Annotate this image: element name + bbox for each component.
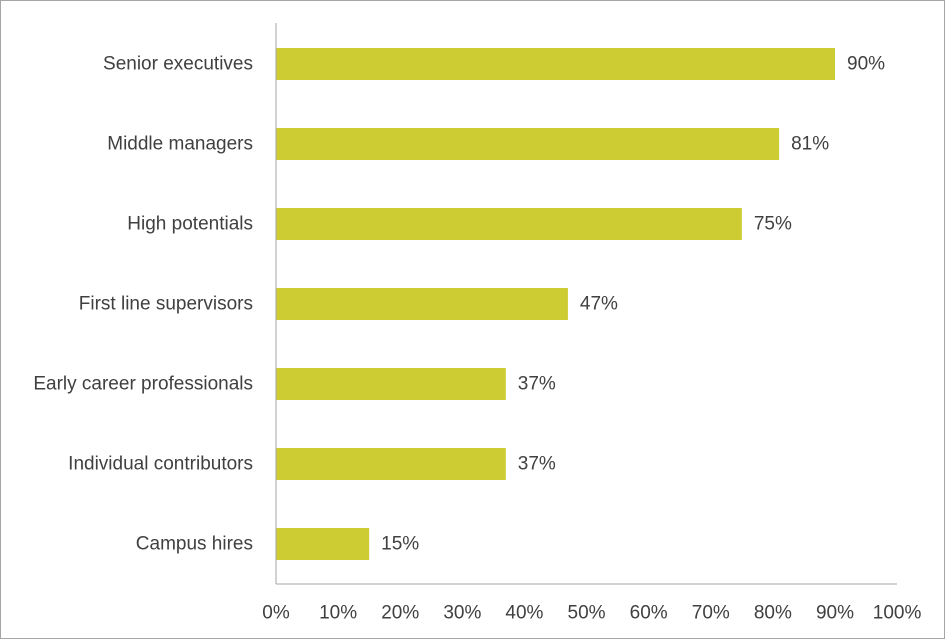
value-labels: 90% 81% 75% 47% 37% 37% 15% (381, 54, 885, 555)
value-label-0: 90% (847, 54, 885, 75)
x-tick-label-7: 70% (692, 603, 730, 624)
category-label-1: Middle managers (107, 134, 253, 155)
x-tick-label-9: 90% (816, 603, 854, 624)
bar-4 (276, 368, 506, 400)
x-tick-label-6: 60% (630, 603, 668, 624)
x-tick-label-5: 50% (568, 603, 606, 624)
value-label-5: 37% (518, 454, 556, 475)
bar-6 (276, 528, 370, 560)
value-label-1: 81% (791, 134, 829, 155)
x-tick-label-4: 40% (505, 603, 543, 624)
bar-1 (276, 128, 780, 160)
category-label-4: Early career professionals (33, 374, 253, 395)
x-tick-label-0: 0% (262, 603, 290, 624)
x-tick-label-10: 100% (873, 603, 922, 624)
category-label-6: Campus hires (136, 534, 253, 555)
x-tick-label-8: 80% (754, 603, 792, 624)
category-labels: Senior executives Middle managers High pot… (33, 54, 253, 555)
bar-2 (276, 208, 742, 240)
axes-layer (275, 23, 898, 585)
x-tick-label-3: 30% (443, 603, 481, 624)
category-label-5: Individual contributors (68, 454, 253, 475)
category-label-3: First line supervisors (79, 294, 253, 315)
value-label-6: 15% (381, 534, 419, 555)
bar-5 (276, 448, 506, 480)
bars-layer (276, 48, 835, 560)
value-label-2: 75% (754, 214, 792, 235)
x-tick-labels: 0% 10% 20% 30% 40% 50% 60% 70% 80% 90% 100% (262, 603, 921, 624)
x-tick-label-1: 10% (319, 603, 357, 624)
x-tick-label-2: 20% (381, 603, 419, 624)
category-label-0: Senior executives (103, 54, 253, 75)
bar-0 (276, 48, 835, 80)
value-label-3: 47% (580, 294, 618, 315)
value-label-4: 37% (518, 374, 556, 395)
bar-3 (276, 288, 568, 320)
category-label-2: High potentials (127, 214, 253, 235)
